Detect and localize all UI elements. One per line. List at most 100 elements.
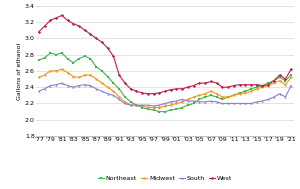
South: [77, 84, 81, 87]
Northeast: [244, 90, 247, 92]
West: [232, 84, 236, 87]
Midwest: [134, 104, 138, 106]
Midwest: [66, 71, 69, 74]
Northeast: [278, 76, 281, 79]
West: [169, 88, 172, 91]
Northeast: [146, 108, 150, 110]
South: [232, 102, 236, 105]
Northeast: [169, 109, 172, 111]
Northeast: [83, 55, 86, 57]
West: [203, 82, 207, 84]
Midwest: [255, 88, 259, 90]
Midwest: [112, 90, 115, 92]
West: [134, 90, 138, 92]
West: [289, 68, 293, 70]
South: [209, 100, 213, 102]
South: [163, 102, 167, 105]
Northeast: [134, 104, 138, 106]
South: [249, 102, 253, 105]
Midwest: [89, 74, 92, 76]
South: [71, 86, 75, 88]
West: [152, 93, 155, 95]
West: [255, 84, 259, 86]
West: [226, 86, 230, 88]
West: [175, 88, 178, 90]
West: [163, 90, 167, 92]
West: [272, 80, 276, 82]
Midwest: [284, 84, 287, 86]
West: [192, 84, 196, 87]
Midwest: [226, 96, 230, 98]
Northeast: [112, 82, 115, 84]
Y-axis label: Gallons of ethanol: Gallons of ethanol: [17, 42, 22, 99]
South: [106, 93, 110, 95]
Northeast: [272, 80, 276, 82]
Midwest: [77, 76, 81, 79]
Midwest: [49, 70, 52, 72]
Northeast: [43, 57, 46, 59]
South: [60, 82, 64, 84]
South: [83, 84, 86, 86]
South: [169, 101, 172, 103]
Northeast: [192, 102, 196, 105]
Northeast: [100, 70, 104, 72]
South: [123, 102, 127, 105]
Northeast: [152, 109, 155, 111]
Midwest: [215, 93, 218, 95]
Midwest: [169, 104, 172, 106]
South: [203, 101, 207, 103]
West: [60, 14, 64, 17]
Northeast: [117, 88, 121, 90]
Northeast: [66, 57, 69, 60]
West: [54, 17, 58, 19]
Midwest: [83, 74, 86, 76]
Midwest: [129, 104, 132, 106]
West: [198, 82, 201, 84]
Northeast: [232, 94, 236, 96]
Legend: Northeast, Midwest, South, West: Northeast, Midwest, South, West: [98, 176, 232, 181]
West: [100, 41, 104, 43]
West: [49, 19, 52, 22]
West: [249, 84, 253, 86]
South: [54, 84, 58, 86]
Midwest: [117, 96, 121, 98]
Northeast: [60, 52, 64, 54]
West: [66, 19, 69, 22]
West: [158, 92, 161, 94]
Midwest: [152, 106, 155, 109]
South: [266, 98, 270, 101]
West: [89, 33, 92, 35]
South: [289, 84, 293, 87]
South: [238, 102, 241, 105]
West: [284, 78, 287, 80]
South: [37, 90, 41, 92]
South: [180, 98, 184, 101]
Midwest: [163, 105, 167, 107]
West: [186, 86, 190, 88]
Midwest: [37, 76, 41, 79]
Line: Northeast: Northeast: [38, 52, 292, 113]
Northeast: [106, 75, 110, 78]
West: [43, 25, 46, 27]
West: [220, 86, 224, 88]
Northeast: [209, 94, 213, 96]
Northeast: [249, 88, 253, 90]
South: [49, 84, 52, 87]
Midwest: [123, 101, 127, 103]
South: [226, 102, 230, 105]
South: [66, 84, 69, 87]
Northeast: [54, 53, 58, 56]
Northeast: [94, 66, 98, 68]
Midwest: [43, 74, 46, 76]
Northeast: [49, 52, 52, 54]
West: [71, 22, 75, 25]
South: [129, 104, 132, 106]
Midwest: [289, 76, 293, 79]
Midwest: [220, 96, 224, 98]
West: [83, 29, 86, 31]
Midwest: [71, 75, 75, 78]
South: [140, 104, 144, 106]
Midwest: [238, 93, 241, 95]
South: [255, 101, 259, 103]
Midwest: [278, 80, 281, 82]
